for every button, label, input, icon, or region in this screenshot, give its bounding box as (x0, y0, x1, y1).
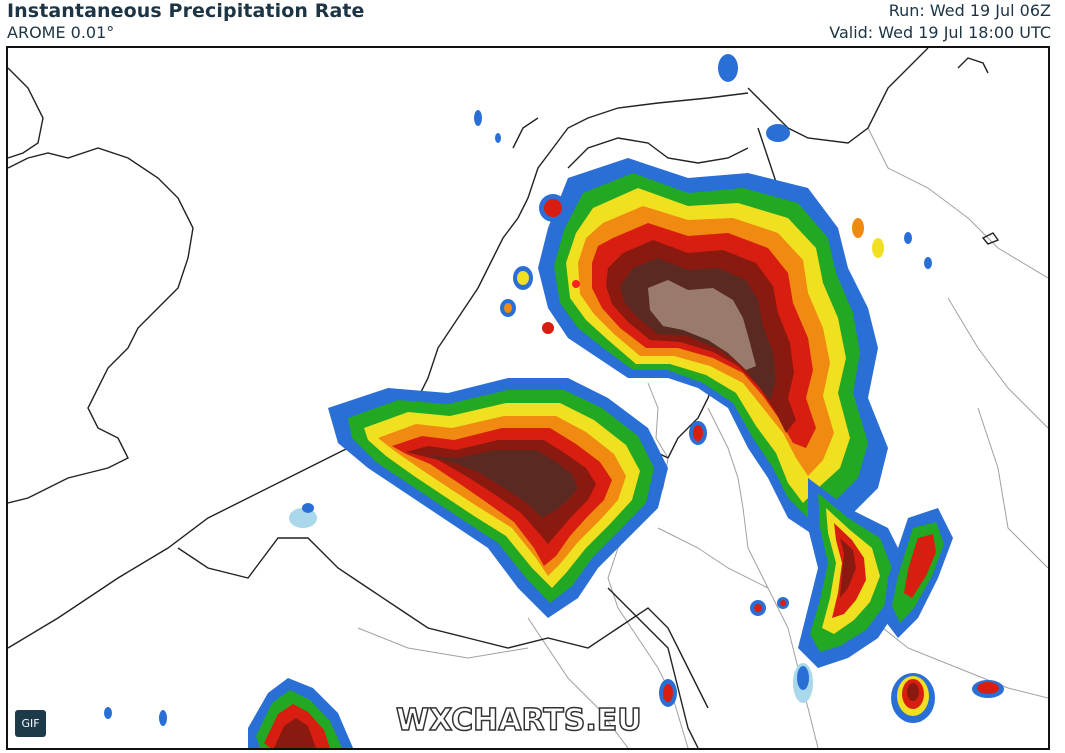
precip-cluster-southwest (248, 678, 353, 748)
run-time: Run: Wed 19 Jul 06Z (888, 1, 1051, 20)
precip-band-west (328, 378, 668, 618)
chart-title: Instantaneous Precipitation Rate (7, 0, 365, 22)
map-canvas (8, 48, 1048, 748)
precip-cells-east (852, 218, 1004, 723)
location-marker (572, 280, 580, 288)
model-label: AROME 0.01° (7, 23, 115, 42)
precip-cluster-southeast (798, 478, 908, 668)
precip-cluster-northeast (538, 158, 888, 538)
precipitation-field (104, 54, 1004, 748)
precip-cells-west (104, 54, 813, 726)
watermark-logo: WXCHARTS.EU (395, 702, 642, 739)
precipitation-map[interactable] (6, 46, 1050, 750)
chart-header: Instantaneous Precipitation Rate AROME 0… (0, 0, 1065, 46)
country-borders (357, 127, 1048, 748)
gif-button[interactable]: GIF (15, 710, 46, 737)
valid-time: Valid: Wed 19 Jul 18:00 UTC (829, 23, 1051, 42)
